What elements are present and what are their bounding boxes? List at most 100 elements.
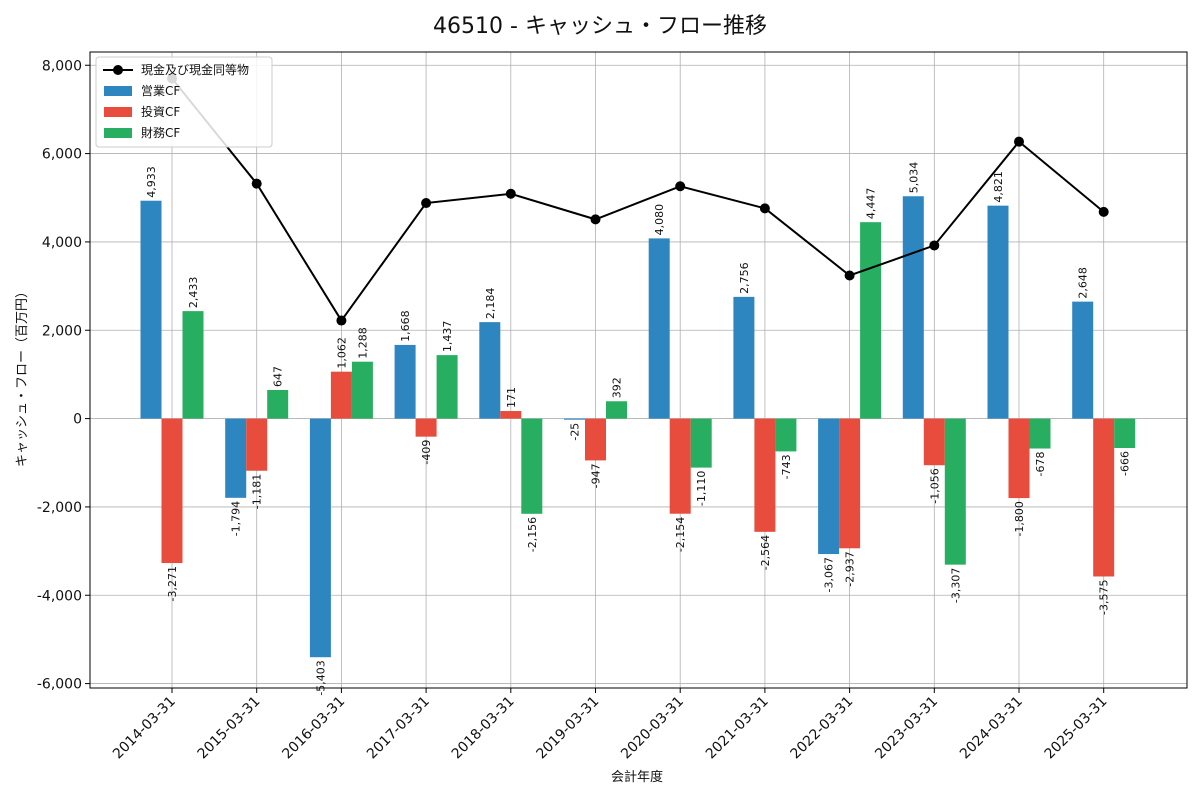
x-axis-title: 会計年度 <box>611 769 663 785</box>
bar <box>521 418 543 514</box>
data-label: -947 <box>590 463 603 488</box>
legend-bar-swatch <box>104 86 132 96</box>
y-tick-label: 0 <box>73 412 82 428</box>
data-label: 1,288 <box>356 327 369 359</box>
cash-line-marker <box>1098 206 1109 217</box>
x-tick-label: 2018-03-31 <box>449 694 518 763</box>
bar <box>309 418 331 658</box>
bar <box>775 418 797 452</box>
x-tick-label: 2017-03-31 <box>364 694 433 763</box>
data-label: 5,034 <box>907 162 920 194</box>
bar <box>415 418 437 437</box>
data-label: 4,447 <box>865 188 878 220</box>
data-label: 647 <box>272 366 285 387</box>
x-tick-label: 2014-03-31 <box>110 694 179 763</box>
legend-bar-swatch <box>104 107 132 117</box>
data-label: 4,821 <box>992 171 1005 203</box>
bar <box>246 418 268 471</box>
bar <box>161 418 183 564</box>
plot-border <box>89 51 1188 689</box>
data-labels: 4,933 -1,794 -5,403 1,668 2,184 -25 4,080 2,756… <box>145 162 1132 696</box>
legend-marker-swatch <box>113 65 123 75</box>
data-label: 1,437 <box>441 321 454 353</box>
x-tick-label: 2025-03-31 <box>1042 694 1111 763</box>
bar <box>267 390 289 419</box>
bar <box>225 418 247 498</box>
data-label: -409 <box>420 440 433 465</box>
data-label: 171 <box>505 387 518 408</box>
data-label: -1,181 <box>251 474 264 509</box>
y-tick-label: 6,000 <box>42 147 82 163</box>
data-label: 4,933 <box>145 166 158 198</box>
y-tick-label: -6,000 <box>37 677 82 693</box>
data-label: 2,184 <box>484 288 497 320</box>
cash-line-marker <box>251 178 262 189</box>
bar <box>1114 418 1136 448</box>
cash-line-marker <box>336 315 347 326</box>
data-label: -743 <box>780 454 793 479</box>
grid-lines <box>90 52 1187 688</box>
legend-label: 投資CF <box>141 104 180 119</box>
y-tick-label: 2,000 <box>42 323 82 339</box>
bar <box>944 418 966 565</box>
bar <box>351 361 373 419</box>
cash-line-marker <box>421 198 432 209</box>
x-tick-label: 2019-03-31 <box>533 694 602 763</box>
data-label: 2,648 <box>1077 267 1090 299</box>
bar <box>436 355 458 419</box>
cash-line-marker <box>1014 136 1024 147</box>
x-tick-label: 2020-03-31 <box>618 694 687 763</box>
legend-box <box>95 56 273 148</box>
legend-bar-swatch <box>104 128 132 138</box>
legend-label: 営業CF <box>141 84 180 98</box>
x-tick-label: 2021-03-31 <box>703 694 772 763</box>
bar <box>923 418 945 466</box>
data-label: -1,110 <box>695 471 708 506</box>
data-label: 1,062 <box>335 337 348 369</box>
bar <box>564 418 585 420</box>
data-label: -2,937 <box>844 551 857 586</box>
bar <box>669 418 691 514</box>
data-label: -2,156 <box>526 517 539 552</box>
cash-line-marker <box>590 214 601 225</box>
cash-line <box>167 73 1109 326</box>
x-tick-label: 2016-03-31 <box>279 694 348 763</box>
cash-line-marker <box>505 188 516 199</box>
y-axis-ticks: -6,000 -4,000 -2,000 0 2,000 4,000 6,000 8,000 <box>37 58 90 693</box>
data-label: -3,271 <box>166 566 179 601</box>
cash-line-marker <box>759 203 770 214</box>
data-label: -3,307 <box>949 568 962 603</box>
bar <box>733 296 755 419</box>
data-label: -2,564 <box>759 535 772 570</box>
data-label: -3,575 <box>1098 579 1111 614</box>
data-label: 1,668 <box>399 310 412 342</box>
bar <box>987 205 1009 419</box>
x-tick-label: 2023-03-31 <box>872 694 941 763</box>
bar <box>1029 418 1051 449</box>
bar <box>1072 301 1094 419</box>
data-label: 2,433 <box>187 277 200 309</box>
y-tick-label: -2,000 <box>37 500 82 516</box>
bar <box>818 418 840 555</box>
x-tick-label: 2024-03-31 <box>957 694 1026 763</box>
data-label: -25 <box>569 423 582 441</box>
bar <box>585 418 606 461</box>
legend-label: 現金及び現金同等物 <box>141 62 249 77</box>
bar <box>754 418 776 532</box>
cash-line-marker <box>844 270 855 281</box>
data-label: -1,056 <box>928 468 941 503</box>
bar <box>394 344 416 419</box>
data-label: -1,800 <box>1013 501 1026 536</box>
data-label: -5,403 <box>314 660 327 695</box>
bars <box>140 196 1136 658</box>
data-label: 4,080 <box>653 204 666 236</box>
bar <box>479 322 501 419</box>
data-label: 392 <box>611 377 624 398</box>
y-tick-label: -4,000 <box>37 588 82 604</box>
x-tick-label: 2022-03-31 <box>788 694 857 763</box>
bar <box>1008 418 1030 499</box>
bar <box>1093 418 1115 577</box>
bar <box>690 418 712 468</box>
bar <box>330 371 352 419</box>
